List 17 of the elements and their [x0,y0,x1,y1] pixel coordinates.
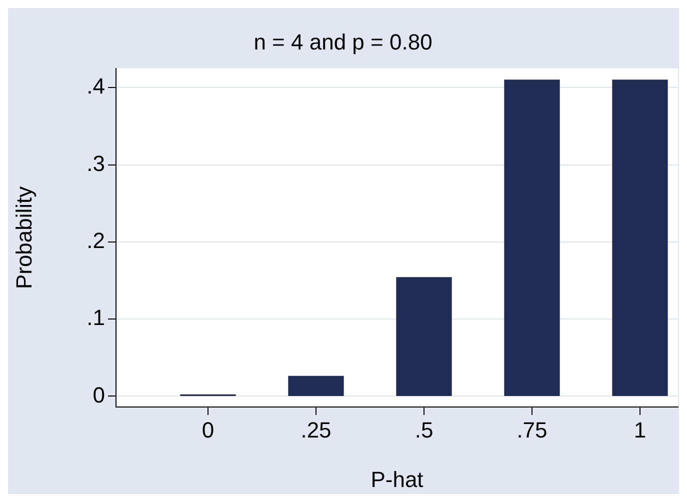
bar [612,80,668,396]
y-tick-label: .3 [86,150,105,176]
bar [288,376,344,396]
bar [396,277,452,396]
x-tick-label: .75 [516,417,548,442]
x-tick-label: .5 [414,417,434,442]
x-axis-title: P-hat [370,466,424,492]
x-tick-label: 1 [634,417,646,442]
chart-title: n = 4 and p = 0.80 [254,29,432,54]
bar [504,80,560,396]
x-tick-label: .25 [300,417,332,442]
y-tick-label: .2 [86,228,105,254]
y-tick-label: .4 [86,74,105,99]
x-tick-label: 0 [202,417,214,442]
y-axis-title: Probability [11,186,36,290]
y-tick-label: 0 [92,382,105,408]
y-tick-label: .1 [86,305,105,330]
